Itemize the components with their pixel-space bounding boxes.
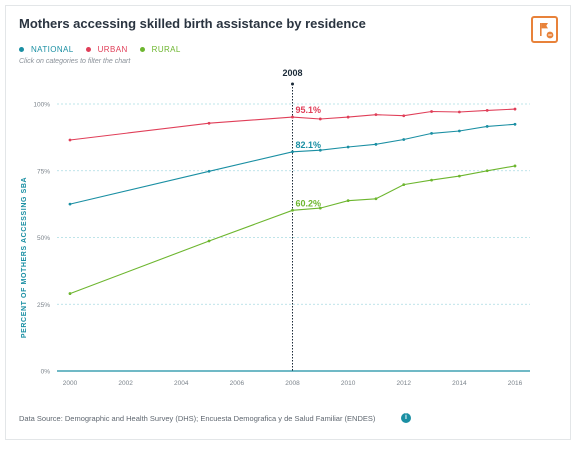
- legend-label: NATIONAL: [31, 45, 74, 54]
- data-point-urban: [513, 107, 517, 111]
- legend-item-urban[interactable]: URBAN: [85, 45, 128, 54]
- data-point-urban: [318, 117, 322, 121]
- data-point-urban: [402, 114, 406, 118]
- chart-title: Mothers accessing skilled birth assistan…: [19, 16, 366, 31]
- data-point-urban: [68, 138, 72, 142]
- data-point-rural: [291, 208, 294, 212]
- data-point-rural: [513, 164, 517, 168]
- y-tick-label: 75%: [37, 168, 50, 175]
- legend-label: URBAN: [97, 45, 128, 54]
- data-point-national: [318, 148, 322, 152]
- x-tick-label: 2008: [285, 380, 300, 387]
- x-tick-label: 2004: [174, 380, 189, 387]
- data-point-national: [513, 122, 517, 126]
- data-point-national: [457, 129, 461, 133]
- legend-marker: [19, 47, 24, 52]
- data-source-text: Data Source: Demographic and Health Surv…: [19, 414, 376, 423]
- legend-hint: Click on categories to filter the chart: [19, 58, 131, 65]
- highlight-year-label: 2008: [282, 68, 302, 78]
- x-tick-label: 2006: [230, 380, 245, 387]
- highlight-value-urban: 95.1%: [296, 105, 322, 115]
- data-point-rural: [485, 169, 489, 173]
- data-point-national: [207, 169, 211, 173]
- data-point-rural: [374, 197, 378, 201]
- legend-marker: [139, 47, 145, 52]
- data-point-urban: [430, 110, 433, 113]
- legend-item-rural[interactable]: RURAL: [139, 45, 181, 54]
- data-point-rural: [318, 206, 322, 210]
- legend-marker: [85, 47, 91, 52]
- y-tick-label: 100%: [33, 102, 50, 109]
- data-point-urban: [374, 113, 378, 117]
- highlight-marker-dot: [291, 82, 294, 86]
- data-point-rural: [68, 292, 72, 295]
- x-tick-label: 2012: [397, 380, 412, 387]
- flag-button[interactable]: [531, 16, 558, 43]
- data-point-national: [430, 131, 433, 135]
- y-tick-label: 25%: [37, 302, 50, 309]
- x-tick-label: 2002: [118, 380, 133, 387]
- data-point-rural: [457, 174, 461, 178]
- data-point-urban: [207, 121, 211, 125]
- data-point-national: [402, 138, 406, 141]
- info-icon[interactable]: i: [401, 413, 411, 423]
- data-point-rural: [207, 239, 211, 243]
- x-tick-label: 2014: [452, 380, 467, 387]
- data-point-national: [374, 142, 378, 146]
- y-tick-label: 0%: [41, 369, 51, 376]
- data-point-national: [68, 202, 72, 206]
- x-tick-label: 2010: [341, 380, 356, 387]
- legend-item-national[interactable]: NATIONAL: [19, 45, 74, 54]
- data-point-national: [485, 125, 489, 128]
- x-tick-label: 2000: [63, 380, 78, 387]
- data-point-rural: [402, 183, 406, 187]
- data-point-national: [291, 150, 294, 154]
- chart-card: [5, 5, 571, 440]
- legend-label: RURAL: [151, 45, 181, 54]
- y-tick-label: 50%: [37, 235, 50, 242]
- chart-legend: NATIONAL URBAN RURAL: [19, 45, 181, 54]
- highlight-value-rural: 60.2%: [296, 198, 322, 208]
- data-point-national: [346, 145, 350, 149]
- data-point-urban: [457, 110, 461, 114]
- flag-icon: [540, 23, 554, 39]
- data-point-urban: [346, 115, 350, 119]
- highlight-value-national: 82.1%: [296, 140, 322, 150]
- y-axis-title: PERCENT OF MOTHERS ACCESSING SBA: [21, 177, 28, 338]
- data-point-rural: [430, 178, 433, 182]
- data-point-urban: [291, 115, 294, 119]
- data-point-urban: [485, 109, 489, 112]
- x-tick-label: 2016: [508, 380, 523, 387]
- data-point-rural: [346, 199, 350, 203]
